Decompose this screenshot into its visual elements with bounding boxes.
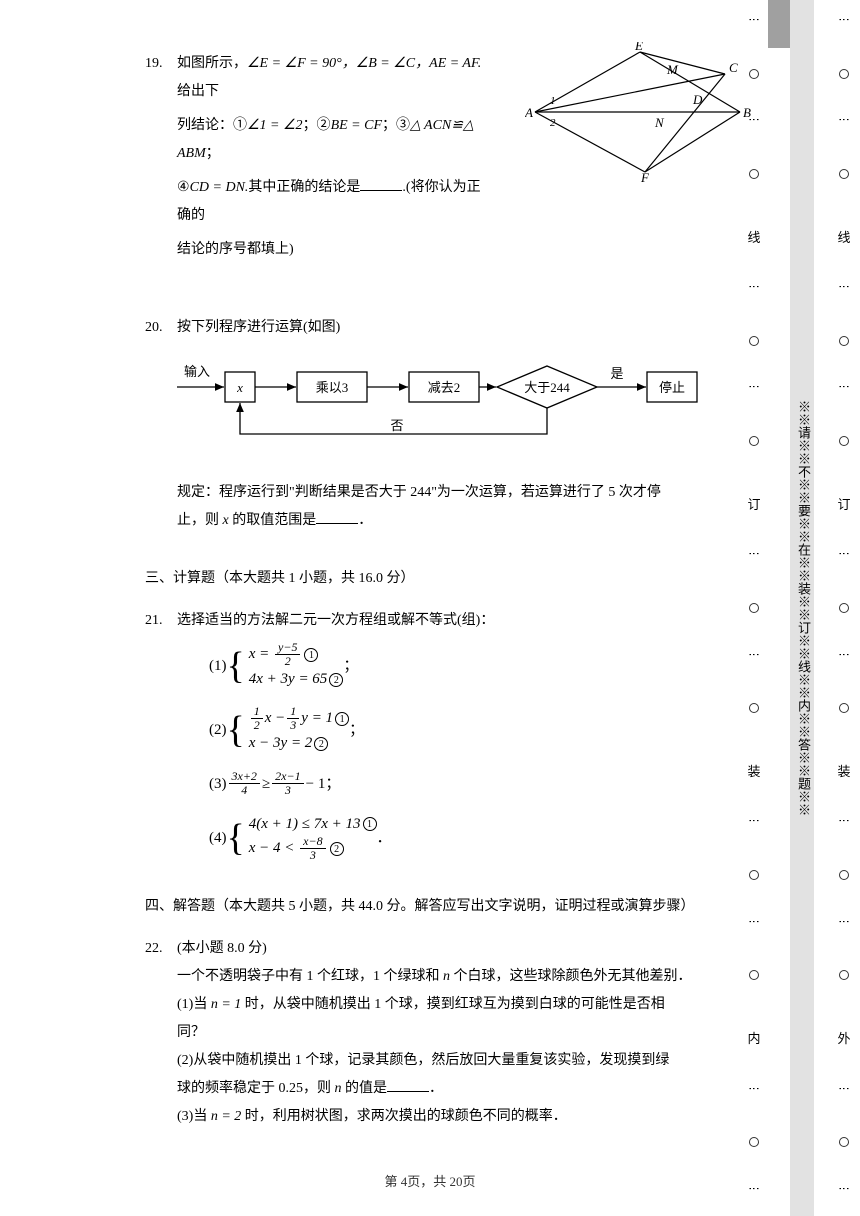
q19-t2d: BE = CF bbox=[331, 118, 382, 133]
svg-text:E: E bbox=[634, 42, 643, 53]
q21-eq3: (3) 3x+24 ≥ 2x−13 − 1； bbox=[209, 769, 725, 799]
q19-t2c: ；② bbox=[303, 118, 331, 133]
svg-text:减去2: 减去2 bbox=[428, 380, 461, 395]
q19-t2b: ∠1 = ∠2 bbox=[247, 118, 303, 133]
q19-blank bbox=[360, 177, 402, 191]
q19-t3b: CD = DN. bbox=[190, 180, 249, 195]
q19-t1c: 给出下 bbox=[177, 84, 219, 99]
svg-text:否: 否 bbox=[390, 418, 403, 433]
q22-l4b: 时，利用树状图，求两次摸出的球颜色不同的概率． bbox=[241, 1109, 567, 1124]
section-3-header: 三、计算题（本大题共 1 小题，共 16.0 分） bbox=[145, 565, 725, 593]
svg-text:A: A bbox=[525, 105, 533, 120]
binding-warning-strip: ※※请※※不※※要※※在※※装※※订※※线※※内※※答※※题※※ bbox=[790, 0, 814, 1216]
svg-text:1: 1 bbox=[550, 95, 556, 107]
q22-l1v: n bbox=[443, 969, 450, 984]
q19-t1a: 如图所示， bbox=[177, 56, 247, 71]
svg-text:N: N bbox=[654, 115, 665, 130]
q19-t3c: 其中正确的结论是 bbox=[248, 180, 360, 195]
q21-eq1: (1) { x = y−521 4x + 3y = 652 ； bbox=[209, 641, 725, 691]
q19-figure: A B C D E F M N 1 2 bbox=[525, 42, 755, 182]
q22-l2b: 时，从袋中随机摸出 1 个球，摸到红球互为摸到白球的可能性是否相 bbox=[241, 997, 665, 1012]
q22-l3v: n bbox=[335, 1081, 342, 1096]
svg-text:输入: 输入 bbox=[184, 364, 210, 379]
q20-l2d: ． bbox=[358, 513, 372, 528]
svg-text:x: x bbox=[236, 380, 243, 395]
binding-col-a: ⋮⋮ 线 ⋮⋮ 订 ⋮⋮ 装 ⋮⋮ 内 ⋮⋮ bbox=[740, 0, 768, 1216]
q20-l2c: 的取值范围是 bbox=[229, 513, 317, 528]
q22-l3a: (2)从袋中随机摸出 1 个球，记录其颜色，然后放回大量重复该实验，发现摸到绿 bbox=[177, 1047, 725, 1075]
svg-text:F: F bbox=[640, 170, 650, 182]
q22-number: 22. bbox=[145, 935, 163, 963]
binding-strip-right: ⋮⋮ 线 ⋮⋮ 订 ⋮⋮ 装 ⋮⋮ 外 ⋮⋮ bbox=[830, 0, 860, 1216]
svg-text:停止: 停止 bbox=[659, 380, 685, 395]
q22-blank bbox=[387, 1078, 429, 1092]
q21-eq4: (4) { 4(x + 1) ≤ 7x + 131 x − 4 < x−832 … bbox=[209, 813, 725, 863]
q20-blank bbox=[316, 510, 358, 524]
svg-text:大于244: 大于244 bbox=[524, 380, 570, 395]
q22-l2c: 同？ bbox=[177, 1019, 725, 1047]
q19-t2g: ； bbox=[206, 146, 220, 161]
q22-l4v: n = 2 bbox=[211, 1109, 241, 1124]
page-footer: 第 4页，共 20页 bbox=[0, 1171, 860, 1190]
page-content: 19. 如图所示，∠E = ∠F = 90°，∠B = ∠C，AE = AF. 给… bbox=[145, 50, 725, 1161]
svg-text:M: M bbox=[666, 62, 679, 77]
svg-text:2: 2 bbox=[550, 117, 556, 129]
q20-l2a: 规定：程序运行到"判断结果是否大于 244"为一次运算，若运算进行了 5 次才停 bbox=[177, 485, 661, 500]
q19-t4: 结论的序号都填上) bbox=[177, 242, 294, 257]
q22-l3b: 球的频率稳定于 0.25，则 bbox=[177, 1081, 335, 1096]
q21-title: 选择适当的方法解二元一次方程组或解不等式(组)： bbox=[177, 607, 725, 635]
q22-l2a: (1)当 bbox=[177, 997, 211, 1012]
problem-20: 20. 按下列程序进行运算(如图) bbox=[145, 314, 725, 535]
q20-number: 20. bbox=[145, 314, 163, 342]
q22-sub: (本小题 8.0 分) bbox=[177, 935, 725, 963]
problem-19: 19. 如图所示，∠E = ∠F = 90°，∠B = ∠C，AE = AF. 给… bbox=[145, 50, 725, 264]
q19-t2a: 列结论：① bbox=[177, 118, 247, 133]
q22-l2v: n = 1 bbox=[211, 997, 241, 1012]
q20-title: 按下列程序进行运算(如图) bbox=[177, 314, 725, 342]
binding-warning-text: ※※请※※不※※要※※在※※装※※订※※线※※内※※答※※题※※ bbox=[794, 400, 813, 816]
svg-text:D: D bbox=[692, 92, 703, 107]
q22-l3d: ． bbox=[429, 1081, 443, 1096]
q22-l3c: 的值是 bbox=[342, 1081, 388, 1096]
q19-t1b: ∠E = ∠F = 90°，∠B = ∠C，AE = AF. bbox=[247, 56, 481, 71]
q19-t2e: ；③ bbox=[382, 118, 410, 133]
problem-22: 22. (本小题 8.0 分) 一个不透明袋子中有 1 个红球，1 个绿球和 n… bbox=[145, 935, 725, 1131]
q21-number: 21. bbox=[145, 607, 163, 635]
section-4-header: 四、解答题（本大题共 5 小题，共 44.0 分。解答应写出文字说明，证明过程或… bbox=[145, 893, 725, 921]
gray-block bbox=[768, 0, 790, 48]
q20-flowchart: 输入 x 乘以3 减去2 大于244 是 停止 否 bbox=[177, 354, 717, 454]
q20-l2b: 止，则 bbox=[177, 513, 223, 528]
svg-text:乘以3: 乘以3 bbox=[316, 380, 349, 395]
q22-l1a: 一个不透明袋子中有 1 个红球，1 个绿球和 bbox=[177, 969, 443, 984]
q19-t3a: ④ bbox=[177, 180, 190, 195]
q21-eq2: (2) { 12x −13y = 11 x − 3y = 22 ； bbox=[209, 705, 725, 755]
q22-l1b: 个白球，这些球除颜色外无其他差别． bbox=[450, 969, 692, 984]
q22-l4a: (3)当 bbox=[177, 1109, 211, 1124]
q19-number: 19. bbox=[145, 50, 163, 78]
svg-text:是: 是 bbox=[610, 366, 623, 381]
svg-text:C: C bbox=[729, 60, 738, 75]
problem-21: 21. 选择适当的方法解二元一次方程组或解不等式(组)： (1) { x = y… bbox=[145, 607, 725, 863]
